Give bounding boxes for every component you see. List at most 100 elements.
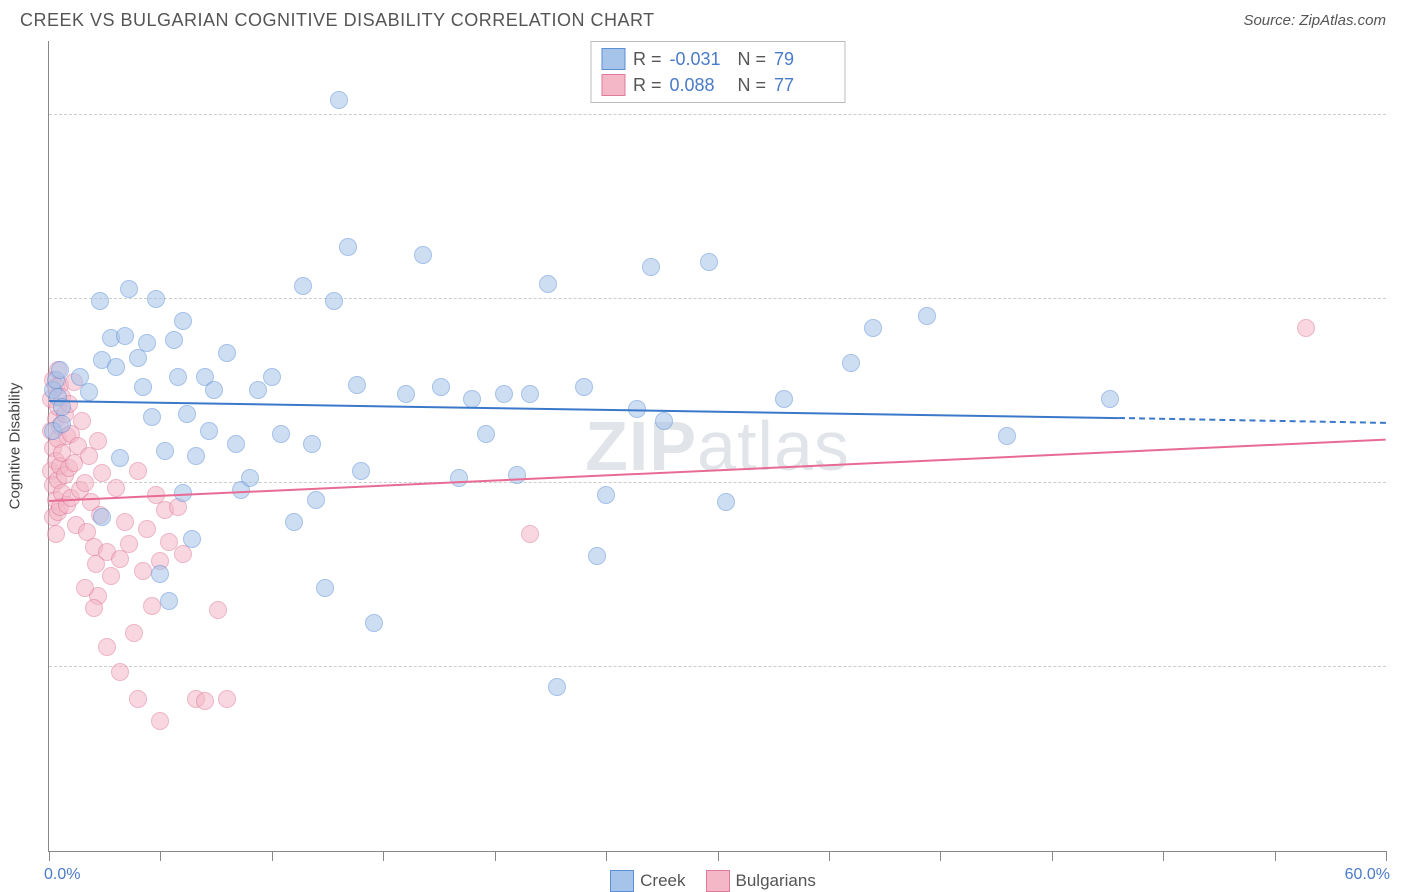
- data-point: [129, 690, 147, 708]
- data-point: [717, 493, 735, 511]
- data-point: [53, 415, 71, 433]
- data-point: [151, 565, 169, 583]
- data-point: [160, 592, 178, 610]
- data-point: [196, 692, 214, 710]
- x-axis-max-label: 60.0%: [1345, 866, 1390, 884]
- data-point: [125, 624, 143, 642]
- y-tick-label: 30.0%: [1396, 96, 1406, 114]
- series-swatch: [601, 74, 625, 96]
- data-point: [143, 408, 161, 426]
- x-tick: [272, 851, 273, 861]
- data-point: [89, 432, 107, 450]
- data-point: [303, 435, 321, 453]
- data-point: [107, 479, 125, 497]
- data-point: [218, 690, 236, 708]
- stats-row: R = 0.088 N = 77: [601, 72, 834, 98]
- trend-line: [49, 400, 1119, 419]
- data-point: [450, 469, 468, 487]
- chart-plot-area: Cognitive Disability ZIPatlas R =-0.031N…: [48, 41, 1386, 852]
- data-point: [200, 422, 218, 440]
- data-point: [138, 520, 156, 538]
- data-point: [143, 597, 161, 615]
- data-point: [588, 547, 606, 565]
- data-point: [93, 464, 111, 482]
- data-point: [241, 469, 259, 487]
- data-point: [76, 579, 94, 597]
- data-point: [575, 378, 593, 396]
- y-tick-label: 22.5%: [1396, 280, 1406, 298]
- data-point: [339, 238, 357, 256]
- data-point: [316, 579, 334, 597]
- data-point: [116, 327, 134, 345]
- data-point: [218, 344, 236, 362]
- n-label: N =: [738, 75, 767, 96]
- data-point: [47, 525, 65, 543]
- data-point: [842, 354, 860, 372]
- x-tick: [940, 851, 941, 861]
- data-point: [397, 385, 415, 403]
- r-value: 0.088: [670, 75, 730, 96]
- x-axis-min-label: 0.0%: [44, 866, 80, 884]
- series-swatch: [601, 48, 625, 70]
- data-point: [325, 292, 343, 310]
- data-point: [134, 378, 152, 396]
- y-tick-label: 7.5%: [1396, 648, 1406, 666]
- gridline: [49, 114, 1386, 115]
- x-tick: [160, 851, 161, 861]
- legend-label: Creek: [640, 871, 685, 890]
- data-point: [330, 91, 348, 109]
- data-point: [521, 385, 539, 403]
- data-point: [174, 312, 192, 330]
- source-label: Source: ZipAtlas.com: [1243, 12, 1386, 29]
- x-tick: [829, 851, 830, 861]
- data-point: [521, 525, 539, 543]
- data-point: [134, 562, 152, 580]
- legend-swatch: [706, 870, 730, 892]
- x-tick: [1163, 851, 1164, 861]
- data-point: [129, 462, 147, 480]
- x-tick: [1275, 851, 1276, 861]
- x-tick: [606, 851, 607, 861]
- data-point: [111, 663, 129, 681]
- n-value: 79: [774, 49, 834, 70]
- data-point: [348, 376, 366, 394]
- data-point: [918, 307, 936, 325]
- data-point: [120, 535, 138, 553]
- data-point: [539, 275, 557, 293]
- x-tick: [1386, 851, 1387, 861]
- data-point: [107, 358, 125, 376]
- legend-swatch: [610, 870, 634, 892]
- data-point: [116, 513, 134, 531]
- data-point: [120, 280, 138, 298]
- data-point: [1297, 319, 1315, 337]
- stats-row: R =-0.031N =79: [601, 46, 834, 72]
- data-point: [548, 678, 566, 696]
- data-point: [642, 258, 660, 276]
- r-label: R =: [633, 75, 662, 96]
- data-point: [80, 383, 98, 401]
- data-point: [102, 567, 120, 585]
- data-point: [169, 368, 187, 386]
- trend-line: [1119, 417, 1386, 424]
- x-tick: [495, 851, 496, 861]
- data-point: [463, 390, 481, 408]
- data-point: [864, 319, 882, 337]
- r-label: R =: [633, 49, 662, 70]
- data-point: [156, 442, 174, 460]
- data-point: [1101, 390, 1119, 408]
- data-point: [165, 331, 183, 349]
- n-value: 77: [774, 75, 834, 96]
- data-point: [775, 390, 793, 408]
- data-point: [187, 447, 205, 465]
- data-point: [178, 405, 196, 423]
- data-point: [477, 425, 495, 443]
- y-axis-label: Cognitive Disability: [7, 383, 24, 510]
- x-tick: [1052, 851, 1053, 861]
- data-point: [272, 425, 290, 443]
- y-tick-label: 15.0%: [1396, 464, 1406, 482]
- stats-legend-box: R =-0.031N =79R =0.088N =77: [590, 41, 845, 103]
- data-point: [263, 368, 281, 386]
- data-point: [76, 474, 94, 492]
- data-point: [285, 513, 303, 531]
- data-point: [508, 466, 526, 484]
